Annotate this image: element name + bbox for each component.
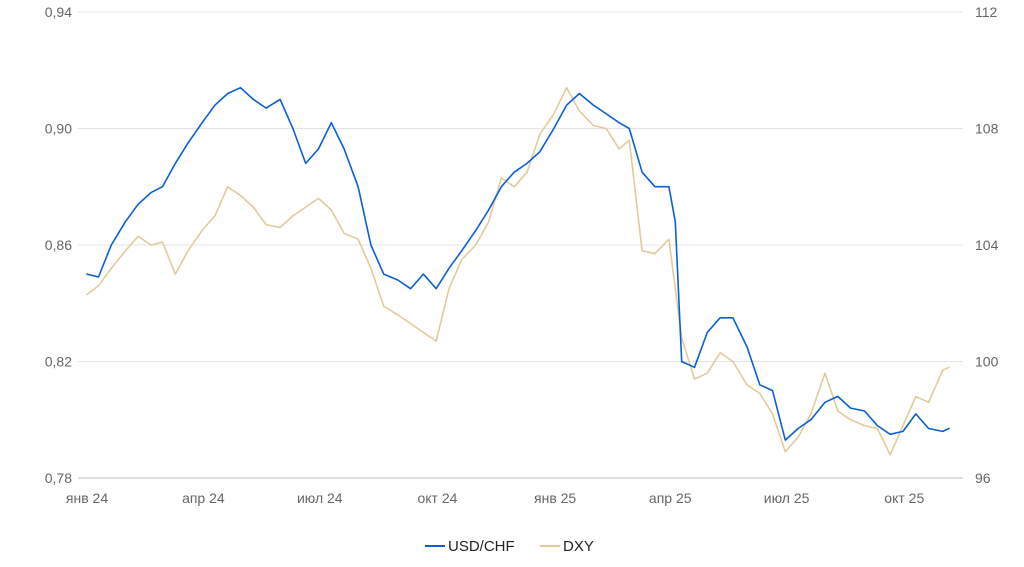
x-tick-label: июл 25 xyxy=(764,490,810,506)
x-tick-label: апр 24 xyxy=(182,490,225,506)
y-right-tick-label: 96 xyxy=(975,470,991,486)
y-left-tick-label: 0,90 xyxy=(45,121,72,137)
y-right-tick-label: 112 xyxy=(975,4,998,20)
x-tick-label: янв 25 xyxy=(534,490,576,506)
series-lines xyxy=(86,86,950,456)
y-axis-right: 112 108 104 100 96 xyxy=(975,4,999,486)
legend-label: USD/CHF xyxy=(448,538,515,555)
y-left-tick-label: 0,82 xyxy=(45,354,72,370)
x-axis: янв 24 апр 24 июл 24 окт 24 янв 25 апр 25 июл … xyxy=(66,490,925,506)
legend: USD/CHF DXY xyxy=(425,538,594,555)
y-left-tick-label: 0,78 xyxy=(45,470,72,486)
x-tick-label: окт 25 xyxy=(884,490,924,506)
y-left-tick-label: 0,86 xyxy=(45,237,72,253)
x-tick-label: окт 24 xyxy=(417,490,457,506)
y-right-tick-label: 108 xyxy=(975,121,999,137)
x-tick-label: апр 25 xyxy=(649,490,692,506)
y-right-tick-label: 104 xyxy=(975,237,999,253)
y-left-tick-label: 0,94 xyxy=(45,4,72,20)
series-line-dxy xyxy=(86,86,950,456)
gridlines xyxy=(78,11,963,479)
x-tick-label: янв 24 xyxy=(66,490,108,506)
x-tick-label: июл 24 xyxy=(297,490,343,506)
y-right-tick-label: 100 xyxy=(975,354,999,370)
legend-label: DXY xyxy=(563,538,594,555)
series-line-usd-chf xyxy=(86,86,950,441)
y-axis-left: 0,94 0,90 0,86 0,82 0,78 xyxy=(45,4,72,486)
